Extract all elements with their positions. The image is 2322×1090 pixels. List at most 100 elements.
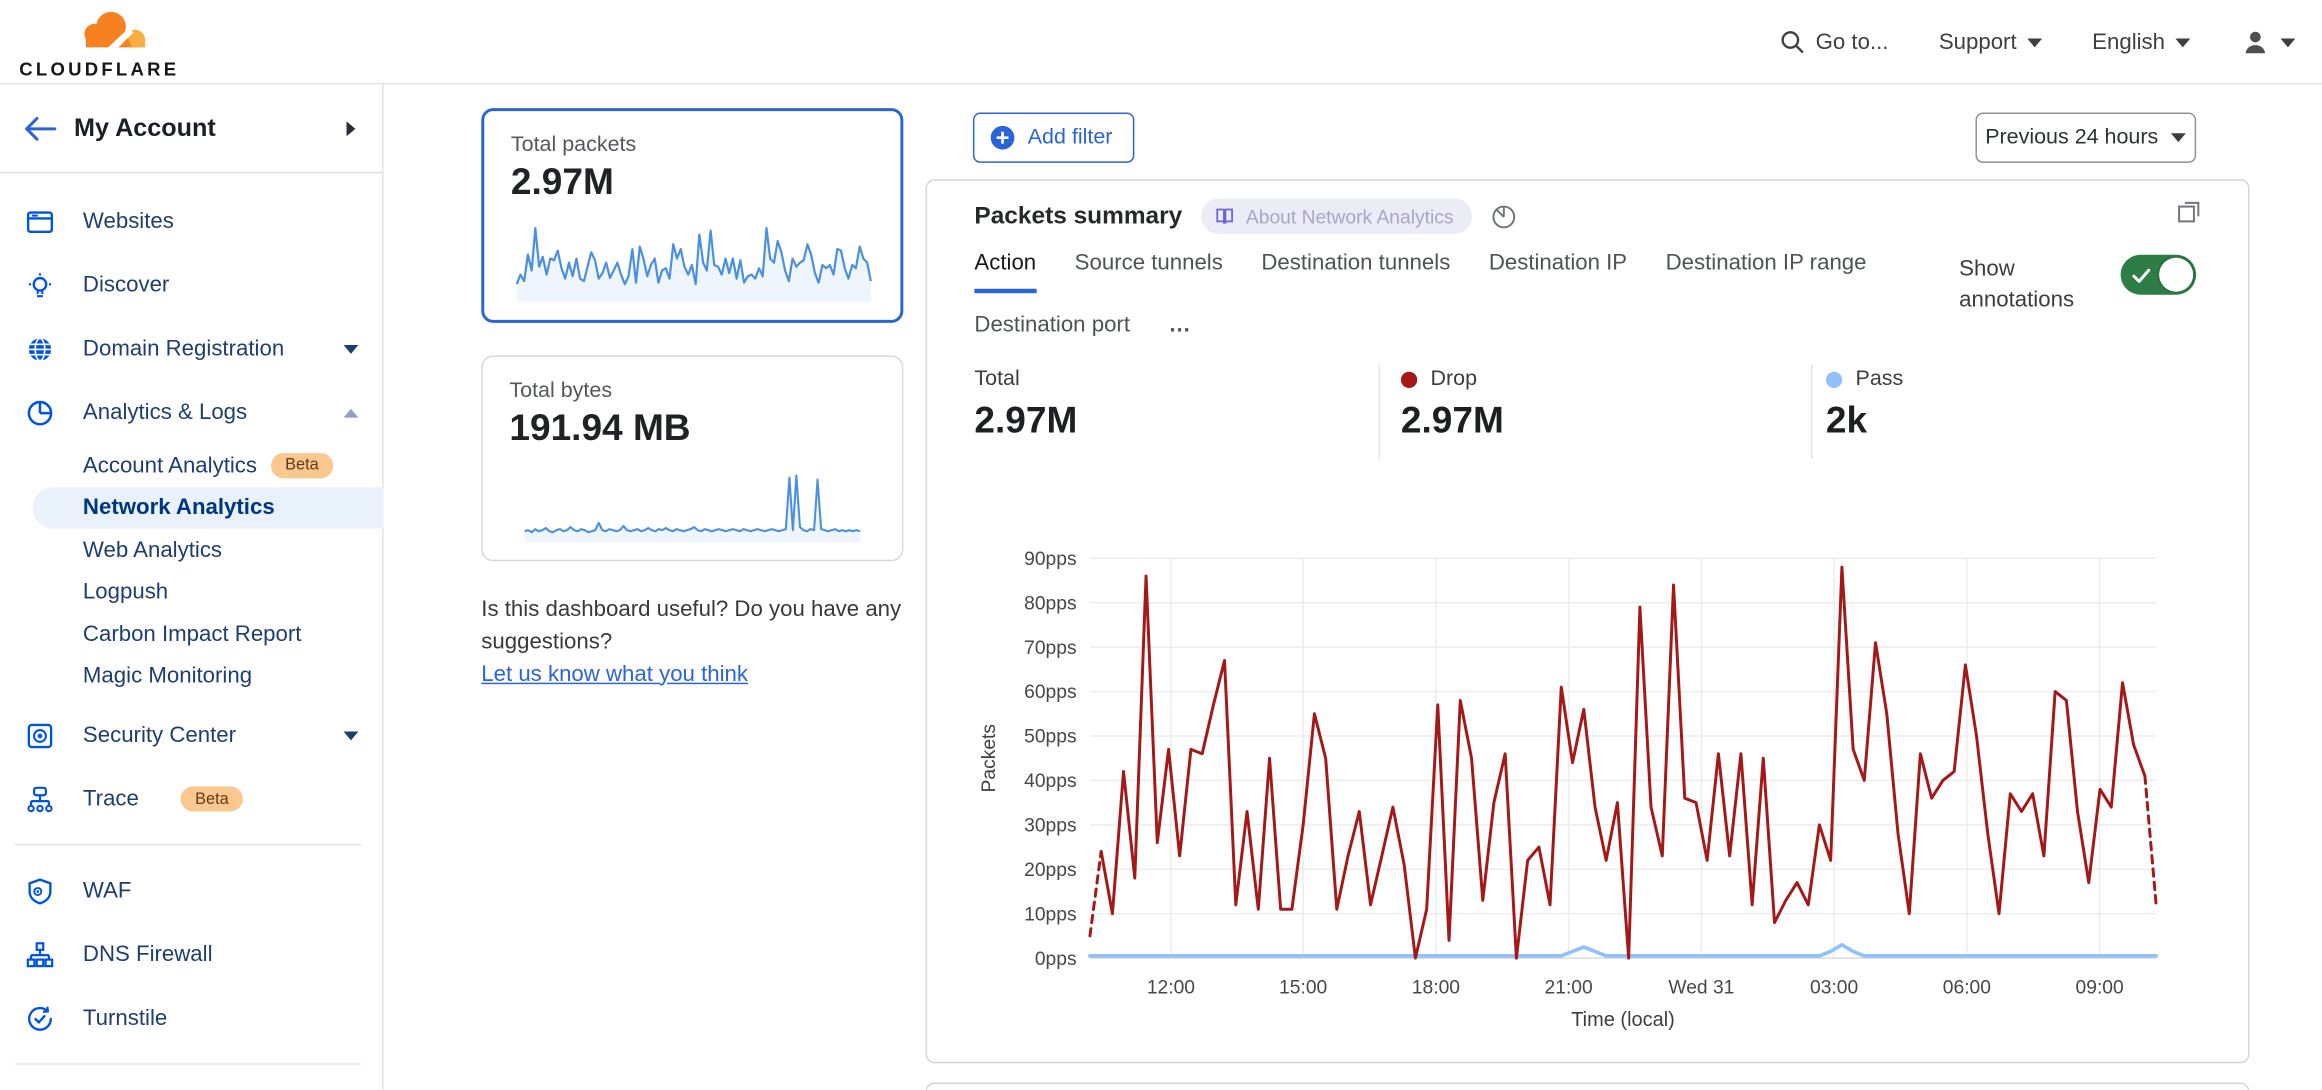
expand-panel-icon[interactable]	[2177, 200, 2201, 231]
pie-chart-icon	[25, 398, 55, 428]
stat-pass-value: 2k	[1825, 399, 1868, 442]
vault-icon	[25, 720, 55, 750]
support-label: Support	[1938, 29, 2017, 55]
sidebar-item-analytics-logs[interactable]: Analytics & Logs	[0, 381, 384, 445]
sidebar-item-label: Account Analytics	[82, 452, 258, 478]
tab-destination-tunnels[interactable]: Destination tunnels	[1261, 250, 1451, 276]
total-bytes-card[interactable]: Total bytes 191.94 MB	[481, 355, 904, 562]
stat-pass: Pass 2k	[1825, 367, 1903, 443]
tab-destination-ip[interactable]: Destination IP	[1488, 250, 1628, 276]
feedback-link[interactable]: Let us know what you think	[481, 661, 748, 687]
tab-destination-ip-range[interactable]: Destination IP range	[1665, 250, 1867, 276]
pass-legend-dot	[1825, 370, 1843, 388]
tab-destination-port[interactable]: Destination port	[974, 312, 1130, 338]
svg-text:Wed 31: Wed 31	[1668, 978, 1734, 999]
total-packets-value: 2.97M	[510, 161, 614, 203]
svg-text:50pps: 50pps	[1024, 727, 1076, 748]
sidebar-item-label: Analytics & Logs	[82, 399, 248, 426]
panel-title: Packets summary	[974, 202, 1183, 229]
sidebar-nav: Websites Discover Domain Registration	[0, 190, 384, 1090]
stat-divider	[1378, 364, 1381, 460]
svg-text:Packets: Packets	[979, 724, 1000, 792]
sidebar-item-turnstile[interactable]: Turnstile	[0, 986, 384, 1050]
sidebar-item-label: Domain Registration	[82, 336, 285, 362]
shield-gear-icon	[25, 876, 55, 906]
cloudflare-logo[interactable]: CLOUDFLARE	[19, 6, 182, 80]
feedback-block: Is this dashboard useful? Do you have an…	[481, 594, 903, 691]
globe-icon	[25, 334, 55, 364]
turnstile-icon	[25, 1003, 55, 1033]
support-menu[interactable]: Support	[1939, 30, 2042, 55]
time-range-dropdown[interactable]: Previous 24 hours	[1975, 112, 2197, 163]
sidebar-item-carbon-impact-report[interactable]: Carbon Impact Report	[0, 613, 384, 655]
tab-source-tunnels[interactable]: Source tunnels	[1074, 250, 1223, 276]
check-icon	[2132, 268, 2151, 283]
tab-action[interactable]: Action	[974, 250, 1037, 294]
time-range-label: Previous 24 hours	[1985, 125, 2159, 150]
stats-row: Total 2.97M Drop 2.97M Pass 2k	[927, 364, 2251, 465]
pie-meta-icon[interactable]	[1491, 204, 1516, 229]
chevron-down-icon	[2027, 37, 2042, 47]
goto-search[interactable]: Go to...	[1780, 30, 1888, 55]
sidebar-item-discover[interactable]: Discover	[0, 253, 384, 317]
sidebar-item-label: Magic Monitoring	[82, 663, 253, 689]
account-menu[interactable]	[2241, 27, 2296, 57]
chevron-right-icon[interactable]	[346, 121, 356, 137]
hierarchy-icon	[25, 940, 55, 970]
show-annotations-toggle[interactable]	[2120, 254, 2197, 295]
sidebar-item-waf[interactable]: WAF	[0, 859, 384, 923]
search-icon	[1781, 31, 1804, 54]
more-tabs-button[interactable]: …	[1168, 312, 1191, 338]
sidebar-item-logpush[interactable]: Logpush	[0, 571, 384, 613]
sidebar-item-account-analytics[interactable]: Account Analytics Beta	[0, 444, 384, 486]
sidebar-item-partial[interactable]	[0, 1078, 384, 1090]
dimension-tabs: Action Source tunnels Destination tunnel…	[974, 250, 1944, 351]
total-bytes-value: 191.94 MB	[509, 407, 691, 449]
chevron-down-icon	[2171, 133, 2187, 143]
feedback-question: Is this dashboard useful? Do you have an…	[481, 596, 902, 655]
sidebar-item-security-center[interactable]: Security Center	[0, 703, 384, 767]
svg-text:21:00: 21:00	[1545, 978, 1593, 999]
plus-circle-icon	[990, 125, 1015, 150]
lightbulb-icon	[25, 270, 55, 300]
cloudflare-cloud-icon	[84, 11, 146, 48]
stat-drop: Drop 2.97M	[1400, 367, 1504, 443]
svg-text:12:00: 12:00	[1147, 978, 1195, 999]
about-network-analytics-tag[interactable]: About Network Analytics	[1201, 198, 1472, 234]
drop-legend-dot	[1400, 370, 1418, 388]
sidebar-item-label: Discover	[82, 272, 170, 298]
sidebar-item-trace[interactable]: Trace Beta	[0, 767, 384, 831]
language-menu[interactable]: English	[2092, 30, 2191, 55]
top-header: CLOUDFLARE Go to... Support English	[0, 0, 2322, 85]
add-filter-button[interactable]: Add filter	[972, 112, 1135, 163]
svg-text:60pps: 60pps	[1024, 682, 1076, 703]
svg-text:03:00: 03:00	[1810, 978, 1858, 999]
beta-badge: Beta	[270, 452, 334, 478]
sidebar-item-web-analytics[interactable]: Web Analytics	[0, 529, 384, 571]
account-title: My Account	[74, 114, 216, 143]
sidebar-item-dns-firewall[interactable]: DNS Firewall	[0, 923, 384, 987]
sidebar-item-label: Turnstile	[82, 1005, 168, 1031]
stat-total-label: Total	[974, 367, 1020, 391]
sidebar-item-magic-monitoring[interactable]: Magic Monitoring	[0, 655, 384, 697]
sidebar-item-domain-registration[interactable]: Domain Registration	[0, 317, 384, 381]
chevron-down-icon	[2280, 37, 2296, 47]
sidebar-item-label: DNS Firewall	[82, 941, 213, 968]
svg-text:30pps: 30pps	[1024, 816, 1076, 837]
sidebar-item-websites[interactable]: Websites	[0, 190, 384, 254]
svg-text:09:00: 09:00	[2076, 978, 2124, 999]
svg-text:0pps: 0pps	[1035, 949, 1077, 970]
browser-icon	[25, 207, 55, 237]
total-packets-card[interactable]: Total packets 2.97M	[481, 108, 904, 323]
sidebar-item-network-analytics[interactable]: Network Analytics	[32, 486, 384, 529]
summary-column: Total packets 2.97M Total bytes 191.94 M…	[481, 108, 904, 691]
account-header: My Account	[0, 84, 383, 174]
packets-time-series-chart[interactable]: 0pps 10pps 20pps 30pps 40pps 50pps 60pps 70pps 8…	[957, 543, 2238, 1032]
next-panel-partial	[925, 1082, 2250, 1090]
sidebar-item-label: Websites	[82, 208, 174, 234]
sidebar-divider	[14, 1063, 362, 1065]
sidebar-item-label: Network Analytics	[82, 494, 275, 521]
sidebar-item-label: Security Center	[82, 722, 237, 748]
back-arrow-icon[interactable]	[22, 114, 58, 151]
